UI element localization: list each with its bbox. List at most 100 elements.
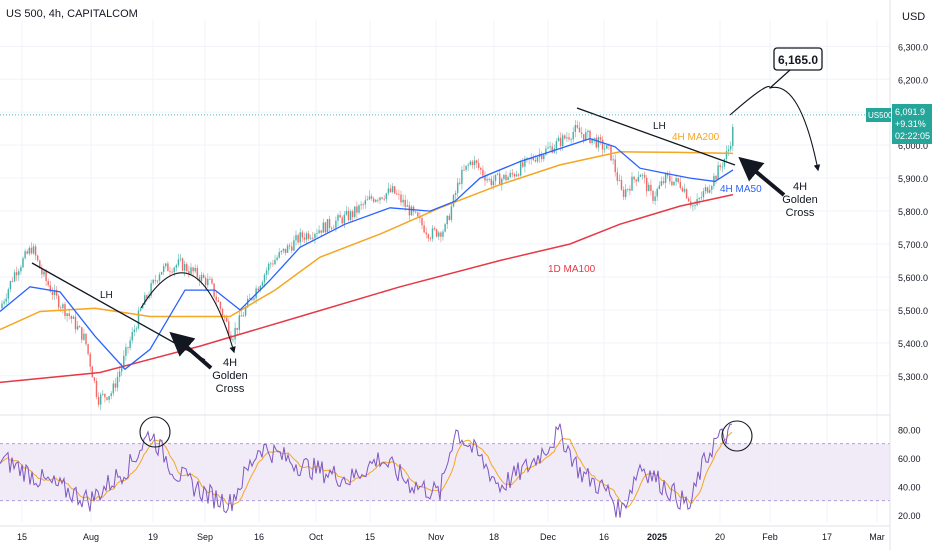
candle-body [704, 187, 707, 192]
candle-body [461, 169, 463, 184]
candle-body [181, 258, 184, 271]
candle-body [57, 295, 60, 308]
annotations: LH LH 4H Golden Cross 4H Golden Cross 6,165.0 4H … [31, 47, 823, 452]
candle-body [160, 271, 163, 275]
candle-body [141, 304, 144, 309]
candle-body [576, 125, 579, 128]
candle-body [727, 149, 730, 152]
candle-body [671, 181, 673, 186]
candle-body [240, 315, 243, 317]
candle-body [435, 229, 438, 237]
candle-body [658, 185, 661, 189]
candle-body [486, 179, 488, 181]
projection-arc-1 [140, 272, 236, 354]
candle-body [345, 211, 348, 215]
candle-body [351, 211, 354, 217]
candle-body [282, 248, 285, 251]
candle-body [150, 283, 152, 296]
candle-body [543, 154, 545, 160]
candle-body [297, 235, 299, 243]
candle-body [381, 197, 383, 199]
candle-body [120, 366, 123, 372]
candle-body [692, 205, 694, 207]
candle-body [459, 182, 461, 184]
candle-body [335, 220, 337, 228]
symbol-tag-text: US500 [868, 111, 893, 120]
candle-body [597, 137, 600, 148]
candle-body [624, 189, 627, 197]
candle-body [591, 138, 593, 143]
candle-body [723, 158, 726, 167]
candle-body [700, 197, 703, 199]
candle-body [154, 279, 157, 281]
candle-body [354, 206, 356, 217]
candle-body [524, 158, 526, 167]
candle-body [610, 145, 612, 161]
target-callout-box [773, 47, 823, 71]
candle-body [526, 157, 528, 159]
candle-body [156, 280, 159, 282]
candle-body [536, 157, 539, 162]
candle-body [549, 146, 551, 148]
candle-body [221, 308, 224, 316]
candle-body [267, 263, 270, 271]
candle-body [465, 165, 467, 170]
candle-body [473, 160, 476, 165]
candle-body [307, 233, 310, 239]
candle-body [102, 393, 104, 395]
candle-body [81, 327, 83, 340]
candle-body [53, 289, 56, 295]
x-tick-label: 16 [599, 532, 609, 542]
candle-body [28, 247, 31, 254]
x-tick-label: Feb [762, 532, 778, 542]
candle-body [627, 188, 629, 190]
x-tick-label: 20 [715, 532, 725, 542]
candle-body [343, 214, 346, 224]
candle-body [362, 204, 364, 206]
x-tick-label: Oct [309, 532, 324, 542]
candle-body [272, 263, 274, 265]
lh-trendline-2 [576, 107, 736, 166]
candle-body [51, 291, 54, 295]
candle-body [711, 186, 713, 190]
x-tick-label: Mar [869, 532, 885, 542]
candle-body [450, 206, 453, 220]
candle-body [564, 135, 566, 139]
candle-body [318, 230, 320, 234]
candle-body [383, 198, 385, 200]
candle-body [484, 175, 486, 181]
candle-body [643, 174, 646, 178]
candle-body [309, 237, 312, 239]
lh-label-1: LH [100, 290, 113, 301]
moving-averages [0, 137, 734, 384]
candle-body [440, 232, 442, 237]
candle-body [225, 317, 228, 322]
candle-body [358, 205, 360, 213]
x-tick-label: Dec [540, 532, 557, 542]
candle-body [492, 180, 495, 186]
candle-body [404, 199, 406, 207]
x-tick-label: 15 [365, 532, 375, 542]
candle-body [717, 165, 719, 180]
candle-body [456, 182, 459, 193]
ma200-line [0, 151, 734, 331]
candle-body [169, 271, 171, 273]
candle-body [66, 313, 68, 317]
candle-body [702, 191, 705, 198]
candle-body [112, 383, 115, 394]
candle-body [633, 176, 635, 180]
candle-body [232, 339, 234, 341]
candle-body [477, 163, 480, 168]
golden-cross-label-1: 4H Golden Cross [212, 357, 247, 395]
candle-body [606, 145, 608, 149]
candle-body [259, 285, 262, 291]
candle-body [333, 227, 335, 229]
candle-body [198, 277, 201, 282]
candle-body [93, 377, 96, 381]
candle-body [152, 279, 154, 284]
candle-body [177, 259, 180, 266]
candle-body [421, 218, 423, 226]
candle-body [291, 246, 293, 251]
candle-body [32, 246, 35, 254]
